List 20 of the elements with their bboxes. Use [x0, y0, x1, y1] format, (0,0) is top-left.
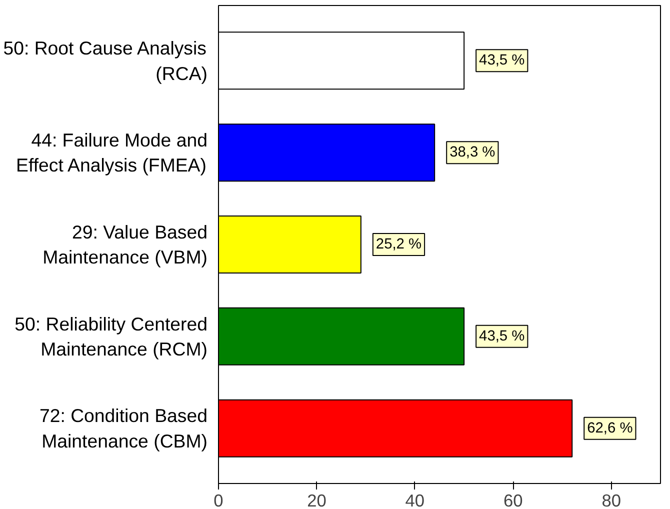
x-tick-label: 40 — [405, 490, 425, 509]
y-tick-label: 72: Condition Based Maintenance (CBM) — [39, 405, 208, 452]
annotation: 38,3 % — [450, 144, 496, 161]
x-tick-label: 60 — [504, 490, 523, 509]
bar — [218, 32, 465, 90]
annotation: 25,2 % — [376, 236, 422, 252]
annotation: 43,5 % — [479, 52, 525, 69]
y-tick-label: 50: Root Cause Analysis (RCA) — [3, 38, 208, 84]
x-tick-label: 0 — [214, 490, 224, 509]
bar — [218, 216, 362, 274]
y-tick-label: 50: Reliability Centered Maintenance (RCM) — [14, 313, 208, 360]
annotation: 43,5 % — [479, 328, 525, 344]
x-tick-label: 80 — [602, 490, 622, 509]
bar — [218, 307, 465, 366]
bar — [218, 399, 573, 458]
y-tick-label: 29: Value Based Maintenance (VBM) — [42, 221, 208, 268]
y-tick-label: 44: Failure Mode and Effect Analysis (FMEA) — [16, 129, 208, 176]
x-tick-label: 20 — [307, 490, 326, 509]
bar — [218, 124, 436, 182]
annotation: 62,6 % — [587, 420, 633, 436]
